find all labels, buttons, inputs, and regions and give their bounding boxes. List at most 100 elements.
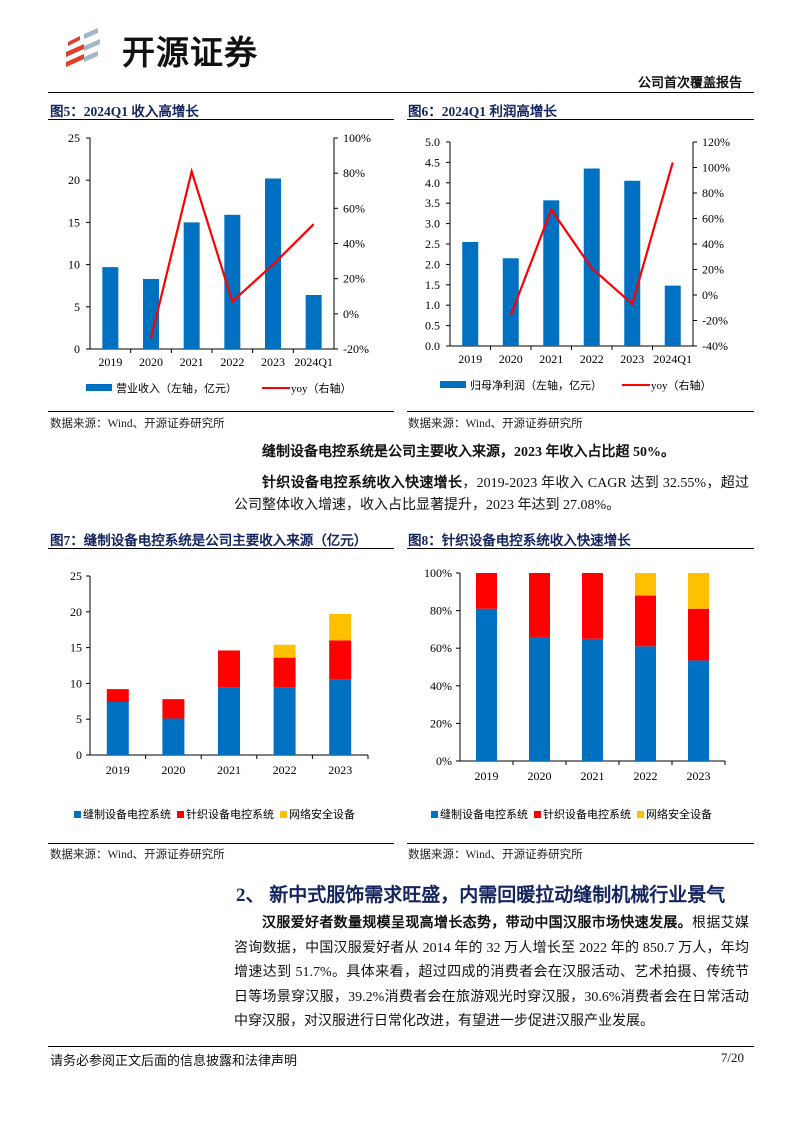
x-tick-label: 2022: [273, 763, 297, 777]
left-tick-label: 25: [68, 131, 80, 145]
legend-swatch: [431, 811, 438, 818]
right-tick-label: 60%: [343, 201, 365, 215]
right-tick-label: 80%: [343, 166, 365, 180]
bar-segment-2: [529, 573, 550, 637]
fig5-title: 图5：2024Q1 收入高增长: [50, 104, 199, 119]
bar: [664, 285, 681, 346]
legend-label: 网络安全设备: [289, 807, 355, 821]
x-tick-label: 2019: [106, 763, 130, 777]
left-tick-label: 15: [68, 215, 80, 229]
y-tick-label: 80%: [430, 604, 452, 618]
fig8-chart: 0% 20% 40% 60% 80% 100% 2019 2020 2021 2022 2023 缝制…: [424, 566, 726, 821]
bar-segment-1: [476, 608, 497, 761]
bar: [502, 258, 519, 346]
right-tick-label: 100%: [702, 161, 730, 175]
fig7-title: 图7：缝制设备电控系统是公司主要收入来源（亿元）: [50, 533, 368, 548]
left-tick-label: 0.5: [425, 319, 440, 333]
x-tick-label: 2021: [581, 769, 605, 783]
bar-segment-1: [162, 718, 185, 755]
bar-segment-3: [329, 613, 352, 641]
bar-segment-1: [106, 702, 129, 755]
right-tick-label: -20%: [702, 314, 728, 328]
legend-line-label: yoy（右轴）: [291, 381, 352, 395]
legend-bar-swatch: [440, 381, 466, 388]
left-tick-label: 4.5: [425, 155, 440, 169]
x-tick-label: 2020: [139, 355, 163, 369]
x-tick-label: 2023: [687, 769, 711, 783]
x-tick-label: 2019: [98, 355, 122, 369]
bar-segment-2: [329, 640, 352, 680]
y-tick-label: 100%: [424, 566, 452, 580]
x-tick-label: 2019: [458, 352, 482, 366]
yoy-line: [149, 167, 315, 339]
fig6-title: 图6：2024Q1 利润高增长: [408, 104, 557, 119]
fig7-source: 数据来源：Wind、开源证券研究所: [50, 849, 225, 861]
header-rule: [48, 92, 754, 93]
bar-segment-1: [635, 646, 656, 761]
left-tick-label: 5: [74, 300, 80, 314]
fig5-source: 数据来源：Wind、开源证券研究所: [50, 418, 225, 430]
left-tick-label: 2.5: [425, 237, 440, 251]
left-tick-label: 0: [74, 342, 80, 356]
fig7-chart: 0 5 10 15 20 25 2019 2020 2021 2022 2023 缝制设备电控系统 针织…: [70, 569, 369, 821]
x-tick-label: 2022: [580, 352, 604, 366]
fig7-title-rule: [48, 548, 394, 549]
bar-segment-1: [582, 638, 603, 761]
footer-rule: [48, 1046, 754, 1047]
left-tick-label: 10: [68, 258, 80, 272]
bar-segment-1: [273, 687, 296, 755]
x-tick-label: 2023: [261, 355, 285, 369]
fig6-title-rule: [407, 119, 754, 120]
legend-swatch: [280, 811, 287, 818]
left-tick-label: 3.5: [425, 196, 440, 210]
left-tick-label: 4.0: [425, 176, 440, 190]
fig6-chart: 0.0 0.5 1.0 1.5 2.0 2.5 3.0 3.5 4.0 4.5 5.0 -40% -20…: [425, 135, 730, 392]
bar: [624, 180, 641, 346]
bar-segment-2: [476, 573, 497, 609]
fig5-chart: 0 5 10 15 20 25 -20% 0% 20% 40% 60% 80% 100% 2019 2020…: [68, 131, 371, 395]
right-tick-label: 0%: [343, 307, 359, 321]
y-tick-label: 5: [76, 712, 82, 726]
bar: [583, 168, 600, 346]
legend-bar-label: 营业收入（左轴，亿元）: [116, 381, 237, 395]
legend-label: 缝制设备电控系统: [83, 807, 171, 821]
yoy-line: [509, 162, 674, 316]
legend-bar-swatch: [86, 384, 112, 391]
left-tick-label: 20: [68, 173, 80, 187]
right-tick-label: 20%: [343, 272, 365, 286]
legend-label: 针织设备电控系统: [186, 807, 274, 821]
report-type: 公司首次覆盖报告: [637, 75, 742, 90]
bar: [462, 241, 479, 346]
legend-swatch: [74, 811, 81, 818]
x-tick-label: 2019: [475, 769, 499, 783]
bar: [183, 222, 200, 349]
right-tick-label: 100%: [343, 131, 371, 145]
x-tick-label: 2022: [220, 355, 244, 369]
logo-mark-icon: [66, 28, 100, 67]
bar-segment-3: [635, 573, 656, 596]
bar: [143, 278, 159, 349]
x-tick-label: 2023: [620, 352, 644, 366]
paragraph-3: 汉服爱好者数量规模呈现高增长态势，带动中国汉服市场快速发展。根据艾媒咨询数据，中…: [234, 912, 749, 1035]
fig8-source-rule: [407, 843, 754, 844]
bar-segment-2: [582, 573, 603, 639]
right-tick-label: 120%: [702, 135, 730, 149]
fig8-title: 图8：针织设备电控系统收入快速增长: [408, 533, 631, 548]
bar: [224, 214, 241, 349]
fig6-source: 数据来源：Wind、开源证券研究所: [408, 418, 583, 430]
y-tick-label: 60%: [430, 641, 452, 655]
x-tick-label: 2020: [528, 769, 552, 783]
x-tick-label: 2020: [499, 352, 523, 366]
right-tick-label: 20%: [702, 263, 724, 277]
legend-bar-label: 归母净利润（左轴，亿元）: [470, 378, 602, 392]
x-tick-label: 2021: [180, 355, 204, 369]
x-tick-label: 2021: [217, 763, 241, 777]
bar: [543, 200, 560, 346]
legend-swatch: [637, 811, 644, 818]
bar: [102, 267, 119, 349]
right-tick-label: -20%: [343, 342, 369, 356]
bar-segment-3: [273, 644, 296, 658]
bar-segment-2: [218, 650, 240, 688]
paragraph-2-text: ，2019-2023 年收入 CAGR 达到 32.55%，超过公司整体收入增速…: [234, 476, 749, 513]
bar-segment-3: [688, 573, 709, 609]
